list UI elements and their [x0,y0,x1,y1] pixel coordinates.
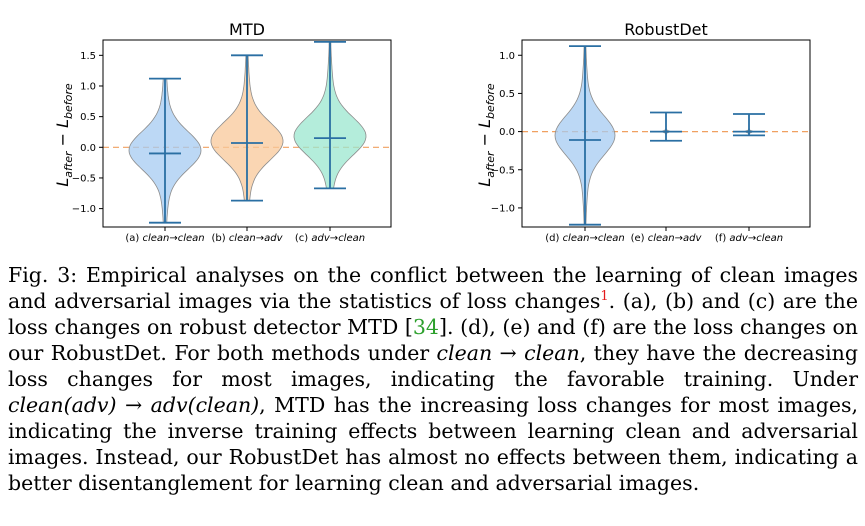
figure-caption: Fig. 3: Empirical analyses on the confli… [8,262,858,496]
y-ticks: −1.0 −0.5 0.0 0.5 1.0 [491,51,522,214]
y-tick-label: −0.5 [72,173,96,184]
caption-text: , they have the decreasing loss changes … [8,341,858,391]
x-tick-label: (c) adv→clean [295,233,365,244]
citation-link[interactable]: 34 [412,315,439,339]
y-tick-label: 1.0 [80,81,96,92]
caption-math: clean → clean [436,341,580,365]
chart-title: MTD [229,20,265,39]
y-axis-label-text: Lafter − Lbefore [53,83,75,187]
y-tick-label: 1.0 [499,51,515,62]
y-tick-label: −1.0 [72,204,96,215]
x-tick-label: (a) clean→clean [125,233,204,244]
x-tick-label: (f) adv→clean [715,233,783,244]
plot-frame [521,39,811,228]
caption-text: . (a), (b) and (c) are the loss changes … [8,289,858,339]
x-tick-label: (e) clean→adv [631,233,703,244]
x-ticks: (a) clean→clean (b) clean→adv (c) adv→clea… [125,227,365,244]
y-axis-label: Lafter − Lbefore [53,83,75,187]
violin-group [554,45,765,226]
caption-text: Fig. 3: Empirical analyses on the confli… [8,263,858,313]
chart-robustdet: RobustDet Lafter − Lbefore −1.0 −0.5 0.0 0.… [475,20,811,244]
y-tick-label: −0.5 [491,165,515,176]
caption-math: clean(adv) → adv(clean) [8,393,260,417]
y-tick-label: 0.5 [499,89,515,100]
y-axis-label-text: Lafter − Lbefore [475,83,497,187]
y-tick-label: 0.0 [80,143,96,154]
x-tick-label: (d) clean→clean [545,233,625,244]
caption-text: , MTD has the increasing loss changes fo… [8,393,858,495]
x-ticks: (d) clean→clean (e) clean→adv (f) adv→clea… [545,227,783,244]
y-tick-label: 0.0 [499,127,515,138]
caption-text: ]. (d), (e) and (f) are the loss changes… [8,315,858,365]
y-tick-label: 0.5 [80,112,96,123]
y-axis-label: Lafter − Lbefore [475,83,497,187]
chart-mtd: MTD Lafter − Lbefore −1.0 −0.5 0.0 0.5 1.0 1.… [53,20,392,244]
y-tick-label: −1.0 [491,203,515,214]
violin-group [128,40,367,224]
x-tick-label: (b) clean→adv [211,233,283,244]
chart-title: RobustDet [624,20,708,39]
footnote-mark[interactable]: 1 [600,289,609,305]
plot-frame [102,39,392,228]
y-tick-label: 1.5 [80,51,96,62]
figure-3: MTD Lafter − Lbefore −1.0 −0.5 0.0 0.5 1.0 1.… [53,20,811,244]
y-ticks: −1.0 −0.5 0.0 0.5 1.0 1.5 [72,51,103,215]
